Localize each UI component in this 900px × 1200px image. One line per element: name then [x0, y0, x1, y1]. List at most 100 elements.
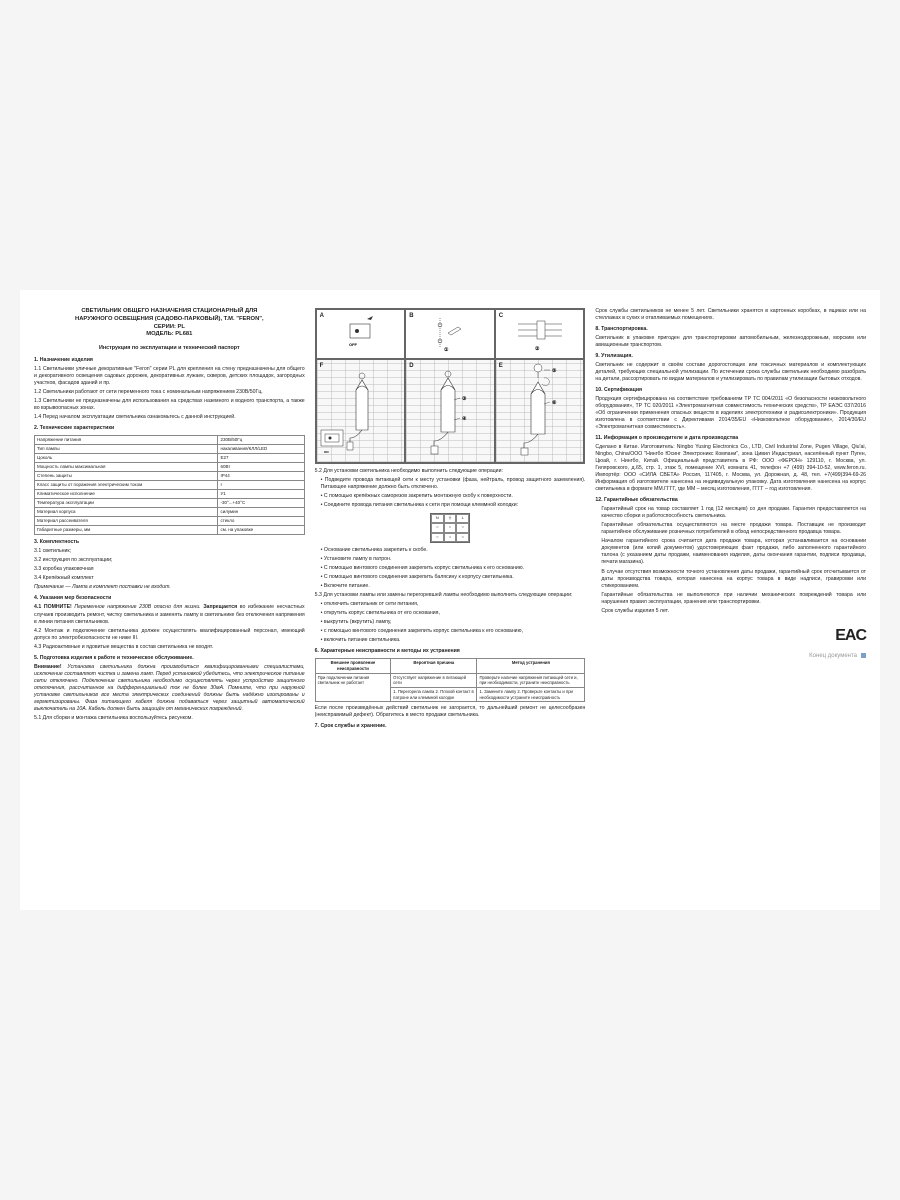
section-heading: 8. Транспортировка. — [595, 326, 866, 333]
paragraph: Сделано в Китае. Изготовитель: Ningbo Yu… — [595, 444, 866, 493]
cell-label: B — [409, 312, 413, 320]
paragraph: Если после произведённых действий светил… — [315, 705, 586, 719]
bullet: • Основание светильника закрепить к скоб… — [321, 547, 586, 554]
paragraph: 4.1 ПОМНИТЕ! Переменное напряжение 230В … — [34, 604, 305, 625]
bullet: • Подведите провода питающей сети к мест… — [321, 477, 586, 491]
terminal-hole: ○ — [431, 523, 444, 532]
bullet: Срок службы изделия 5 лет. — [601, 608, 866, 615]
section-heading: 1. Назначение изделия — [34, 357, 305, 364]
bullet: • отключить светильник от сети питания, — [321, 601, 586, 608]
bullet: • С помощью крепёжных саморезов закрепит… — [321, 493, 586, 500]
bullet: • открутить корпус светильника от его ос… — [321, 610, 586, 617]
terminal-hole: ○ — [456, 533, 469, 542]
terminal-label: N — [431, 514, 444, 523]
terminal-hole: ○ — [431, 533, 444, 542]
paragraph: 1.4 Перед началом эксплуатации светильни… — [34, 414, 305, 421]
bullet: • Установите лампу в патрон. — [321, 556, 586, 563]
paragraph: 4.3 Радиоактивные и ядовитые вещества в … — [34, 644, 305, 651]
column-2: A OFF B ① C — [315, 308, 586, 892]
wiring-icon: ② — [515, 314, 565, 354]
list-item: 3.1 светильник; — [34, 548, 305, 555]
cell-label: A — [320, 312, 324, 320]
bullet: В случае отсутствия возможности точного … — [601, 569, 866, 590]
warning-text: Установка светильника должна производить… — [34, 664, 305, 712]
note: Примечание — Лампа в комплект поставки н… — [34, 584, 305, 591]
assembly-diagram: A OFF B ① C — [315, 308, 586, 464]
bullet: • Соедините провода питания светильника … — [321, 502, 586, 509]
column-3: Срок службы светильников не менее 5 лет.… — [595, 308, 866, 892]
svg-text:③: ③ — [462, 396, 467, 402]
svg-text:②: ② — [535, 346, 540, 352]
title-line: СВЕТИЛЬНИК ОБЩЕГО НАЗНАЧЕНИЯ СТАЦИОНАРНЫ… — [34, 308, 305, 316]
title-line: МОДЕЛЬ: PL681 — [34, 331, 305, 339]
title-line: НАРУЖНОГО ОСВЕЩЕНИЯ (САДОВО-ПАРКОВЫЙ), Т… — [34, 316, 305, 324]
eac-mark: EAC — [595, 625, 866, 647]
svg-text:⑤: ⑤ — [552, 368, 557, 374]
svg-text:⑥: ⑥ — [552, 400, 557, 406]
bullet: Гарантийные обязательства осуществляются… — [601, 522, 866, 536]
lamp-mount-icon: ③ ④ — [406, 360, 496, 458]
warning-label: 4.1 ПОМНИТЕ! — [34, 604, 72, 610]
bullet: • Включите питание. — [321, 583, 586, 590]
diagram-cell-e: E ⑤ ⑥ — [495, 359, 585, 463]
paragraph: 5.1 Для сборки и монтажа светильника вос… — [34, 715, 305, 722]
list-item: 3.3 коробка упаковочная — [34, 566, 305, 573]
terminal-hole: ○ — [456, 523, 469, 532]
section-heading: 2. Технические характеристики — [34, 425, 305, 432]
column-1: СВЕТИЛЬНИК ОБЩЕГО НАЗНАЧЕНИЯ СТАЦИОНАРНЫ… — [34, 308, 305, 892]
title-line: СЕРИИ: PL — [34, 324, 305, 332]
spec-table: Напряжение питания230В/50Гц Тип лампынак… — [34, 435, 305, 536]
doc-subtitle: Инструкция по эксплуатации и технический… — [34, 345, 305, 352]
lamp-bulb-icon: ⑤ ⑥ — [496, 360, 586, 458]
section-heading: 10. Сертификация — [595, 387, 866, 394]
end-of-document: Конец документа — [595, 652, 866, 660]
paragraph: Светильник в упаковке пригоден для транс… — [595, 335, 866, 349]
bullet: • выкрутить (вкрутить) лампу, — [321, 619, 586, 626]
svg-text:OFF: OFF — [349, 342, 358, 347]
paragraph: 1.2 Светильники работают от сети перемен… — [34, 389, 305, 396]
list-item: 3.2 инструкция по эксплуатации; — [34, 557, 305, 564]
paragraph: 1.3 Светильники не предназначены для исп… — [34, 398, 305, 412]
section-heading: 6. Характерные неисправности и методы их… — [315, 648, 586, 655]
section-heading: 5. Подготовка изделия к работе и техниче… — [34, 655, 305, 662]
document-page: СВЕТИЛЬНИК ОБЩЕГО НАЗНАЧЕНИЯ СТАЦИОНАРНЫ… — [20, 290, 880, 910]
section-heading: 3. Комплектность — [34, 539, 305, 546]
bullet: Гарантийный срок на товар составляет 1 г… — [601, 506, 866, 520]
lamp-assembled-icon: ON — [317, 360, 397, 458]
bullet: • включить питание светильника. — [321, 637, 586, 644]
paragraph: 4.2 Монтаж и подключение светильника дол… — [34, 628, 305, 642]
doc-title: СВЕТИЛЬНИК ОБЩЕГО НАЗНАЧЕНИЯ СТАЦИОНАРНЫ… — [34, 308, 305, 339]
bullet: • С помощью винтового соединения закрепи… — [321, 565, 586, 572]
paragraph: 1.1 Светильники уличные декоративные "Fe… — [34, 366, 305, 387]
paragraph: Продукция сертифицирована на соответстви… — [595, 396, 866, 431]
diagram-cell-f: F ON — [316, 359, 406, 463]
paragraph: 5.3 Для установки лампы или замены перег… — [315, 592, 586, 599]
drill-icon: ① — [430, 313, 470, 355]
bullet: • С помощью винтового соединения закрепи… — [321, 574, 586, 581]
section-heading: 9. Утилизация. — [595, 353, 866, 360]
list-item: 3.4 Крепёжный комплект — [34, 575, 305, 582]
section-heading: 4. Указания мер безопасности — [34, 595, 305, 602]
section-heading: 12. Гарантийные обязательства — [595, 497, 866, 504]
diagram-cell-c: C ② — [495, 309, 585, 359]
terminal-hole: ○ — [444, 523, 457, 532]
svg-text:①: ① — [444, 347, 449, 353]
section-heading: 11. Информация о производителе и дата пр… — [595, 435, 866, 442]
diagram-cell-a: A OFF — [316, 309, 406, 359]
terminal-hole: ○ — [444, 533, 457, 542]
bullet: • с помощью винтового соединения закрепи… — [321, 628, 586, 635]
terminal-label: ⏚ — [444, 514, 457, 523]
warning-label: Запрещается — [203, 604, 237, 610]
diagram-cell-b: B ① — [405, 309, 495, 359]
warning-text: Переменное напряжение 230В опасно для жи… — [74, 604, 200, 610]
paragraph: Внимание! Установка светильника должна п… — [34, 664, 305, 713]
switch-icon: OFF — [345, 314, 375, 354]
bullet: Началом гарантийного срока считается дат… — [601, 538, 866, 566]
diagram-cell-d: D ③ ④ — [405, 359, 495, 463]
paragraph: Срок службы светильников не менее 5 лет.… — [595, 308, 866, 322]
terminal-diagram: N ⏚ L ○ ○ ○ ○ ○ ○ — [430, 513, 470, 543]
cell-label: C — [499, 312, 503, 320]
terminal-label: L — [456, 514, 469, 523]
bullet: Гарантийные обязательства не выполняются… — [601, 592, 866, 606]
paragraph: Светильник не содержит в своём составе д… — [595, 362, 866, 383]
